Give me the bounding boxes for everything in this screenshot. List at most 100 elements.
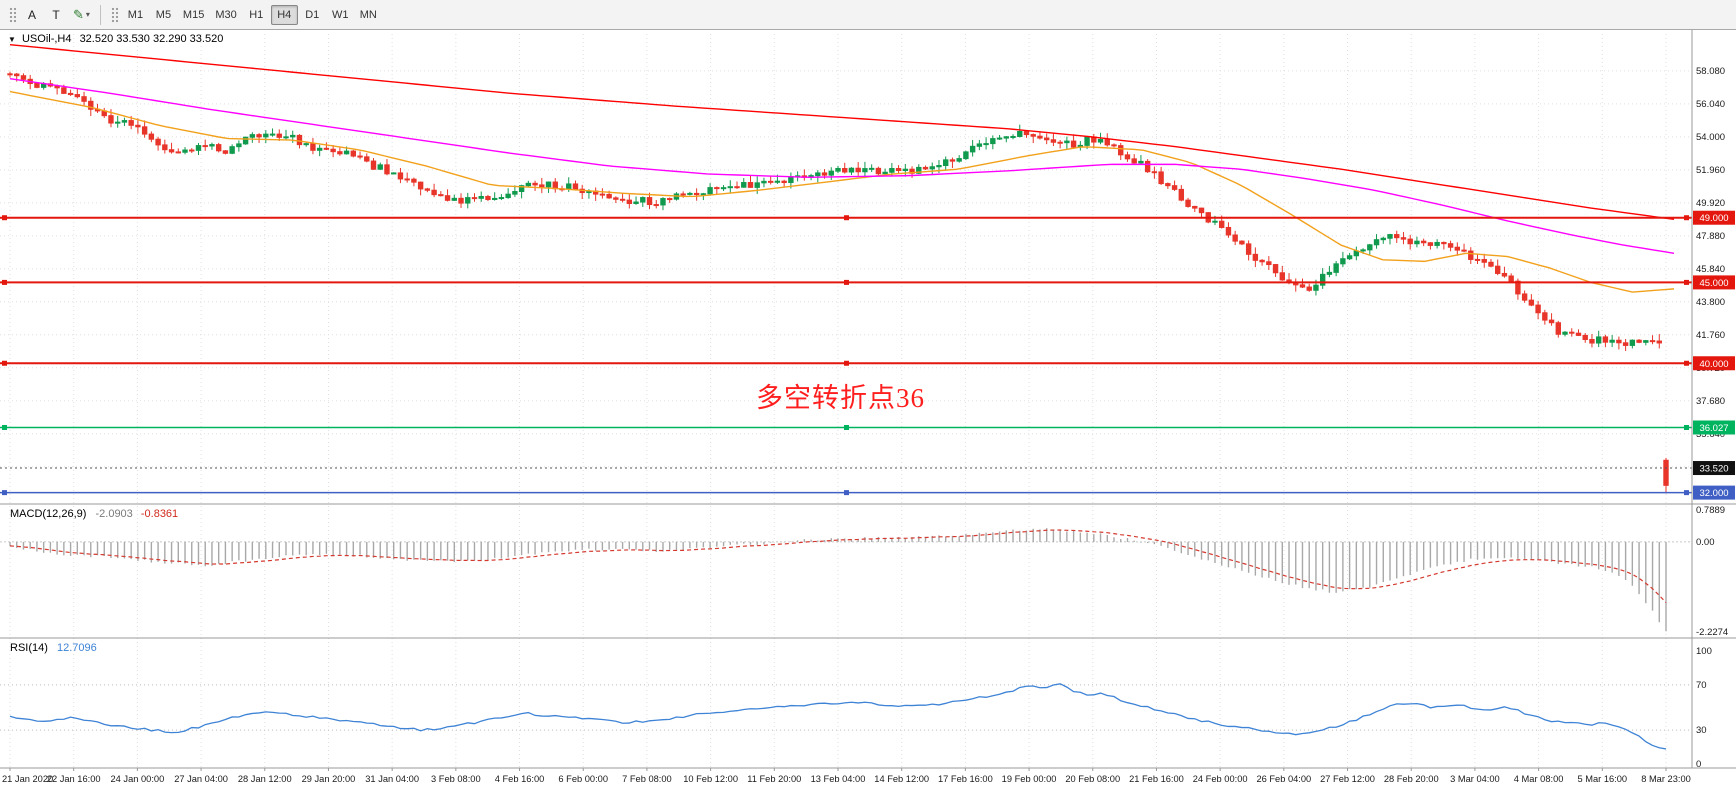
svg-text:-2.2274: -2.2274 — [1696, 627, 1728, 638]
svg-text:24 Jan 00:00: 24 Jan 00:00 — [111, 774, 165, 784]
svg-text:40.000: 40.000 — [1699, 359, 1728, 370]
macd-panel-layer — [0, 528, 1692, 632]
timeframe-m30-button[interactable]: M30 — [210, 5, 241, 25]
svg-text:21 Feb 16:00: 21 Feb 16:00 — [1129, 774, 1184, 784]
svg-text:13 Feb 04:00: 13 Feb 04:00 — [811, 774, 866, 784]
svg-text:45.000: 45.000 — [1699, 278, 1728, 289]
svg-text:51.960: 51.960 — [1696, 165, 1725, 176]
toolbar-grip[interactable] — [8, 5, 16, 24]
price-badge-40.000: 40.000 — [1693, 356, 1735, 371]
ohlc-values: 32.520 33.530 32.290 33.520 — [79, 33, 224, 45]
price-badge-33.520: 33.520 — [1693, 461, 1735, 476]
price-badge-49.000: 49.000 — [1693, 210, 1735, 225]
svg-text:31 Jan 04:00: 31 Jan 04:00 — [365, 774, 419, 784]
symbol-timeframe-label: USOil-,H4 — [21, 33, 72, 45]
timeframe-group: M1 M5 M15 M30 H1 H4 D1 W1 MN — [122, 4, 382, 25]
svg-text:36.027: 36.027 — [1699, 423, 1728, 434]
svg-text:0.7889: 0.7889 — [1696, 505, 1725, 516]
svg-text:27 Feb 12:00: 27 Feb 12:00 — [1320, 774, 1375, 784]
panel-borders — [0, 30, 1736, 769]
svg-text:7 Feb 08:00: 7 Feb 08:00 — [622, 774, 672, 784]
timeframe-m5-button[interactable]: M5 — [150, 5, 177, 25]
svg-text:21 Jan 2020: 21 Jan 2020 — [2, 774, 53, 784]
rsi-indicator-label: RSI(14) 12.7096 — [10, 642, 97, 654]
svg-text:30: 30 — [1696, 725, 1707, 736]
svg-text:41.760: 41.760 — [1696, 330, 1725, 341]
timeframe-d1-button[interactable]: D1 — [299, 5, 326, 25]
svg-text:28 Jan 12:00: 28 Jan 12:00 — [238, 774, 292, 784]
candles-layer — [7, 71, 1669, 494]
svg-text:19 Feb 00:00: 19 Feb 00:00 — [1002, 774, 1057, 784]
svg-text:29 Jan 20:00: 29 Jan 20:00 — [302, 774, 356, 784]
svg-text:33.520: 33.520 — [1699, 464, 1728, 475]
svg-text:10 Feb 12:00: 10 Feb 12:00 — [683, 774, 738, 784]
price-badge-36.027: 36.027 — [1693, 420, 1735, 435]
svg-text:6 Feb 00:00: 6 Feb 00:00 — [558, 774, 608, 784]
svg-text:70: 70 — [1696, 680, 1707, 691]
timeframe-m15-button[interactable]: M15 — [178, 5, 209, 25]
ma-mid-magenta — [9, 77, 1675, 254]
svg-text:56.040: 56.040 — [1696, 99, 1725, 110]
timeframe-mn-button[interactable]: MN — [355, 5, 382, 25]
svg-text:26 Feb 04:00: 26 Feb 04:00 — [1256, 774, 1311, 784]
timeframe-h4-button[interactable]: H4 — [270, 4, 298, 25]
price-badge-32.000: 32.000 — [1693, 485, 1735, 500]
text-tool-button[interactable]: T — [44, 4, 68, 26]
svg-text:17 Feb 16:00: 17 Feb 16:00 — [938, 774, 993, 784]
ma-slow-red — [9, 44, 1675, 221]
svg-text:4 Feb 16:00: 4 Feb 16:00 — [495, 774, 545, 784]
title-dropdown-triangle-icon: ▼ — [8, 35, 16, 44]
svg-text:3 Mar 04:00: 3 Mar 04:00 — [1450, 774, 1500, 784]
svg-text:5 Mar 16:00: 5 Mar 16:00 — [1577, 774, 1627, 784]
svg-text:49.920: 49.920 — [1696, 198, 1725, 209]
svg-text:27 Jan 04:00: 27 Jan 04:00 — [174, 774, 228, 784]
svg-text:3 Feb 08:00: 3 Feb 08:00 — [431, 774, 481, 784]
chart-canvas[interactable]: 58.080 56.040 54.000 51.960 49.920 47.880 45.8… — [0, 30, 1736, 793]
svg-text:45.840: 45.840 — [1696, 264, 1725, 275]
timeframe-m1-button[interactable]: M1 — [122, 5, 149, 25]
timeframe-toolbar-grip[interactable] — [109, 5, 118, 24]
svg-text:0: 0 — [1696, 759, 1701, 770]
svg-text:32.000: 32.000 — [1699, 488, 1728, 499]
svg-text:20 Feb 08:00: 20 Feb 08:00 — [1065, 774, 1120, 784]
ma-fast-orange — [9, 90, 1675, 293]
svg-text:22 Jan 16:00: 22 Jan 16:00 — [47, 774, 101, 784]
chart-text-annotation[interactable]: 多空转折点36 — [756, 383, 925, 413]
price-badge-45.000: 45.000 — [1693, 275, 1735, 290]
price-axis: 58.080 56.040 54.000 51.960 49.920 47.880 45.8… — [1693, 66, 1735, 500]
svg-text:47.880: 47.880 — [1696, 231, 1725, 242]
svg-text:49.000: 49.000 — [1699, 213, 1728, 224]
svg-text:4 Mar 08:00: 4 Mar 08:00 — [1514, 774, 1564, 784]
svg-text:0.00: 0.00 — [1696, 537, 1715, 548]
levels-layer — [0, 215, 1692, 496]
moving-averages-layer — [9, 44, 1675, 293]
svg-text:43.800: 43.800 — [1696, 297, 1725, 308]
rsi-value: 12.7096 — [56, 642, 97, 654]
rsi-panel-layer — [0, 683, 1692, 750]
toolbar-separator — [99, 4, 101, 25]
svg-text:54.000: 54.000 — [1696, 132, 1725, 143]
svg-text:100: 100 — [1696, 646, 1712, 657]
svg-text:37.680: 37.680 — [1696, 396, 1725, 407]
font-tool-button[interactable]: A — [20, 4, 44, 26]
top-toolbar: A T ✎ ▾ M1 M5 M15 M30 H1 H4 D1 W1 MN — [0, 0, 1736, 30]
timeframe-h1-button[interactable]: H1 — [243, 5, 270, 25]
svg-text:28 Feb 20:00: 28 Feb 20:00 — [1384, 774, 1439, 784]
rsi-name: RSI(14) — [10, 642, 48, 654]
pencil-icon: ✎ — [73, 6, 84, 22]
chart-title: ▼ USOil-,H4 32.520 33.530 32.290 33.520 — [8, 33, 223, 45]
svg-text:8 Mar 23:00: 8 Mar 23:00 — [1641, 774, 1691, 784]
macd-name: MACD(12,26,9) — [10, 508, 87, 520]
chart-workspace: 58.080 56.040 54.000 51.960 49.920 47.880 45.8… — [0, 30, 1736, 793]
svg-text:11 Feb 20:00: 11 Feb 20:00 — [747, 774, 801, 784]
svg-text:24 Feb 00:00: 24 Feb 00:00 — [1193, 774, 1248, 784]
timeframe-w1-button[interactable]: W1 — [327, 5, 354, 25]
svg-text:58.080: 58.080 — [1696, 66, 1725, 77]
chevron-down-icon: ▾ — [85, 10, 90, 19]
draw-tool-button[interactable]: ✎ ▾ — [68, 4, 95, 26]
macd-main-value: -2.0903 — [95, 508, 133, 520]
macd-indicator-label: MACD(12,26,9) -2.0903 -0.8361 — [10, 508, 178, 520]
indicator-axis: 0.7889 0.00 -2.2274 100 70 30 0 — [1696, 505, 1728, 770]
macd-signal-value: -0.8361 — [140, 508, 179, 520]
